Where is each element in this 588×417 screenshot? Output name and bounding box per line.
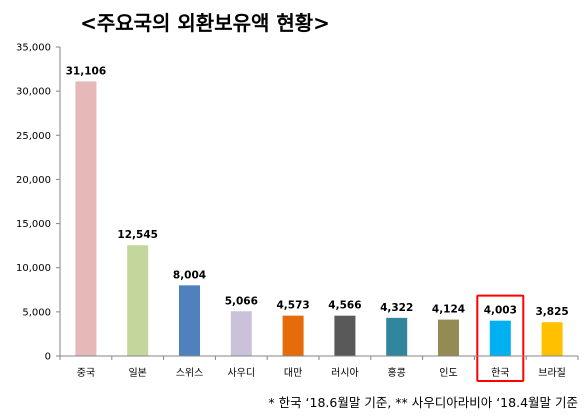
y-tick-label: 5,000 [22,307,51,318]
x-tick-label: 인도 [439,367,457,379]
data-label: 4,003 [484,305,517,317]
data-label: 4,124 [432,304,465,316]
bar [489,320,511,356]
x-tick-label: 한국 [491,367,509,379]
bar [75,81,97,357]
data-label: 4,566 [328,300,361,312]
data-label: 12,545 [117,229,158,241]
y-tick-label: 20,000 [16,175,51,186]
x-tick-label: 대만 [284,367,302,379]
bar [282,315,304,356]
data-label: 3,825 [535,306,568,318]
x-tick-label: 브라질 [538,367,566,379]
bar [541,322,563,356]
bar [334,315,356,356]
data-label: 31,106 [66,65,107,77]
bar [230,311,252,356]
data-label: 4,573 [276,300,309,312]
x-axis: 중국 일본 스위스 사우디 대만 러시아 홍콩 인도 한국 브라질 [59,355,579,379]
x-tick-label: 사우디 [227,367,255,379]
bar [179,285,200,356]
data-label: 5,066 [225,295,258,307]
data-label: 8,004 [173,269,206,281]
x-tick-label: 홍콩 [387,366,405,379]
bar [438,319,459,356]
bar [127,245,149,356]
y-tick-label: 15,000 [16,219,51,230]
x-tick-label: 스위스 [176,366,204,379]
chart-title: <주요국의 외환보유액 현황> [80,11,330,35]
x-tick-label: 중국 [77,367,95,379]
y-tick-label: 25,000 [16,131,51,142]
bar [386,317,408,356]
x-tick-label: 러시아 [331,367,359,379]
y-tick-label: 35,000 [16,43,51,54]
y-tick-label: 10,000 [16,263,51,274]
y-tick-label: 0 [45,352,51,363]
y-axis: 0 5,000 10,000 15,000 20,000 25,000 30,000 35,0… [16,43,61,363]
bars: 31,106 12,545 8,004 5,066 4,573 4,566 4,322 4,1… [66,65,569,383]
data-label: 4,322 [380,302,413,314]
y-tick-label: 30,000 [16,87,51,98]
footnote: * 한국 ‘18.6월말 기준, ** 사우디아라비아 ‘18.4월말 기준 [268,395,578,410]
x-tick-label: 일본 [128,367,146,379]
highlight-box [476,294,525,383]
